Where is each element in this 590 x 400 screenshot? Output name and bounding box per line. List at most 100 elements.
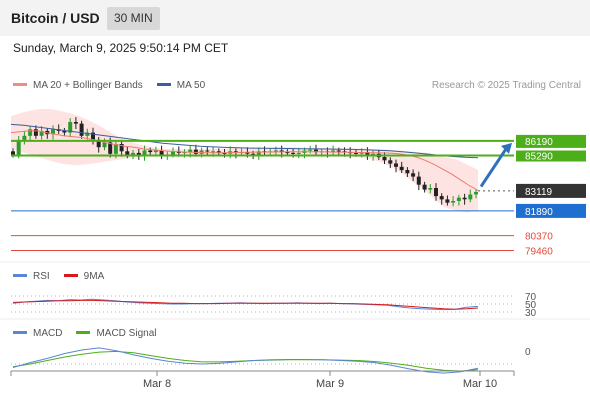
macd-swatch (13, 330, 27, 334)
macd-legend: MACD MACD Signal (13, 328, 156, 339)
candle-body (285, 152, 290, 154)
ma50-swatch (156, 82, 171, 86)
candle-body (216, 151, 221, 153)
resistance-price-box (516, 134, 586, 148)
candle-body (354, 152, 358, 154)
candle-body (119, 144, 124, 152)
ma50-legend-label: MA 50 (176, 80, 206, 91)
candle-body (439, 196, 444, 200)
candle-body (39, 130, 44, 136)
resistance-price-box (516, 150, 586, 162)
rsi-legend-label: RSI (33, 271, 50, 282)
price-legend: MA 20 + Bollinger Bands MA 50 (13, 80, 205, 91)
macd-line (12, 347, 479, 374)
rsi-level-label: 70 (525, 292, 537, 303)
rsi-ma-legend-label: 9MA (83, 271, 105, 282)
candle-body (296, 152, 301, 154)
candle-body (273, 150, 278, 152)
candle-body (222, 152, 227, 154)
candle-body (336, 150, 341, 152)
rsi-level-label: 50 (525, 300, 537, 311)
rsi-legend: RSI 9MA (13, 271, 104, 282)
candle-body (251, 153, 256, 155)
candle-body (399, 166, 404, 171)
candle-body (468, 194, 473, 200)
candle-body (314, 149, 318, 153)
rsi-ma-swatch (63, 273, 78, 277)
resistance-price-label: 85290 (525, 152, 553, 163)
candle-body (131, 152, 135, 156)
candle-body (136, 152, 141, 156)
projection-arrow-head (501, 142, 512, 154)
candle-body (416, 176, 421, 185)
candle-body (28, 129, 33, 136)
candle-body (474, 192, 478, 195)
instrument-title: Bitcoin / USD (11, 10, 100, 26)
last-price-price-box (516, 183, 586, 198)
candle-body (171, 151, 175, 155)
candle-body (245, 152, 250, 154)
resistance-price-label: 86190 (525, 137, 553, 148)
candle-body (102, 142, 107, 148)
candle-body (16, 139, 21, 155)
candle-body (108, 142, 113, 154)
candle-body (365, 152, 370, 156)
ma20-swatch (13, 82, 27, 86)
candle-body (422, 184, 427, 190)
candle-body (79, 123, 84, 136)
ma20-legend-label: MA 20 + Bollinger Bands (33, 80, 143, 91)
rsi-level-label: 30 (525, 308, 537, 319)
macd-zero-label: 0 (525, 347, 531, 358)
candle-body (96, 139, 101, 148)
macd-legend-label: MACD (33, 328, 63, 339)
candle-body (445, 199, 450, 203)
support-price-label: 80370 (525, 232, 553, 243)
candle-body (22, 135, 27, 140)
candle-body (182, 152, 187, 154)
candle-body (211, 151, 216, 153)
candle-body (411, 173, 416, 177)
candle-body (85, 132, 90, 136)
timeframe-badge[interactable]: 30 MIN (107, 7, 160, 30)
pivot-price-label: 81890 (525, 207, 553, 218)
candle-body (73, 122, 78, 124)
candle-body (113, 144, 118, 154)
candle-body (33, 129, 38, 136)
candle-body (291, 152, 296, 154)
candle-body (159, 150, 164, 155)
candle-body (188, 149, 193, 153)
rsi-ma-line (12, 299, 479, 310)
x-tick-label: Mar 10 (463, 378, 497, 390)
candle-body (11, 151, 15, 155)
candle-body (456, 197, 461, 201)
candle-body (91, 132, 95, 140)
support-price-label: 79460 (525, 247, 553, 258)
candle-body (125, 151, 130, 156)
projection-arrow-shaft (479, 148, 508, 188)
candle-body (434, 188, 438, 197)
candle-body (308, 149, 313, 151)
candle-body (62, 130, 67, 133)
last-price-price-label: 83119 (525, 187, 553, 198)
candle-body (193, 149, 198, 154)
candle-body (451, 201, 456, 203)
candle-body (68, 122, 73, 133)
candle-body (428, 188, 433, 190)
candle-body (148, 150, 153, 153)
macd-signal-legend-label: MACD Signal (96, 328, 157, 339)
rsi-swatch (13, 273, 27, 277)
candle-body (331, 150, 336, 153)
macd-signal-swatch (76, 330, 91, 334)
candle-body (205, 150, 210, 152)
ma20-line (10, 130, 479, 191)
candle-body (256, 151, 261, 155)
candle-body (382, 157, 387, 161)
candle-body (279, 150, 284, 153)
candle-body (142, 150, 147, 156)
candle-body (153, 150, 158, 153)
pivot-price-box (516, 203, 586, 218)
candle-body (51, 129, 55, 135)
x-tick-label: Mar 8 (143, 378, 171, 390)
